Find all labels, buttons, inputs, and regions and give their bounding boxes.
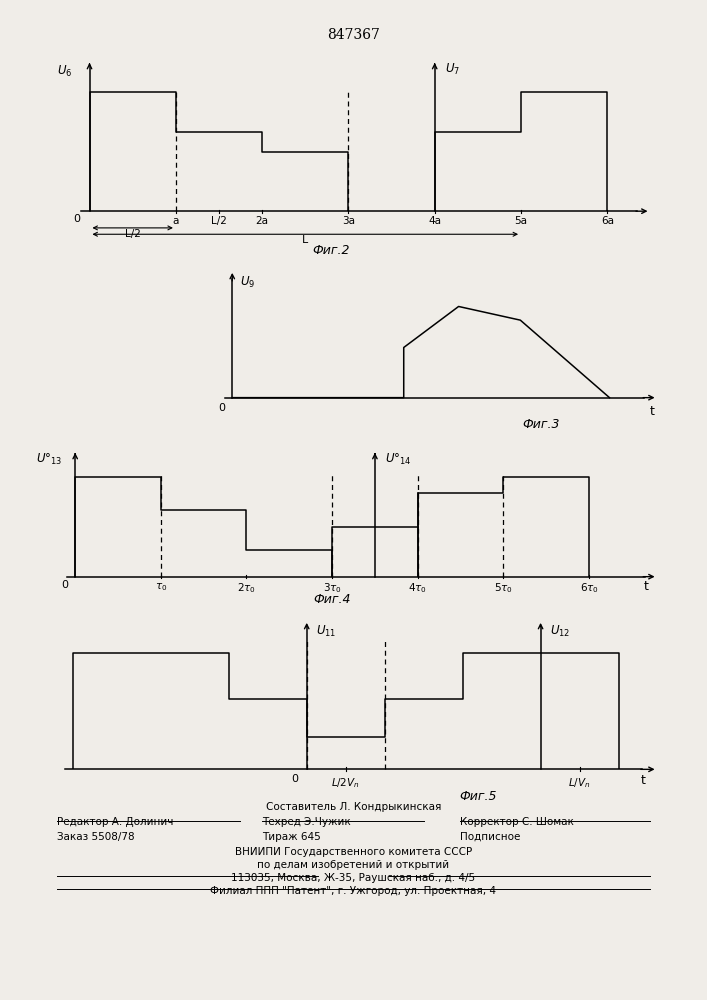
Text: Подписное: Подписное — [460, 832, 520, 842]
Text: 4a: 4a — [428, 216, 441, 226]
Text: 847367: 847367 — [327, 28, 380, 42]
Text: $U°_{14}$: $U°_{14}$ — [385, 452, 411, 467]
Text: 5a: 5a — [515, 216, 527, 226]
Text: 6a: 6a — [601, 216, 614, 226]
Text: 113035, Москва, Ж-35, Раушская наб., д. 4/5: 113035, Москва, Ж-35, Раушская наб., д. … — [231, 873, 476, 883]
Text: $2τ_{0}$: $2τ_{0}$ — [237, 581, 256, 595]
Text: $U_7$: $U_7$ — [445, 62, 460, 77]
Text: Фиг.3: Фиг.3 — [522, 418, 560, 431]
Text: $6τ_{0}$: $6τ_{0}$ — [580, 581, 599, 595]
Text: $U_9$: $U_9$ — [240, 275, 256, 290]
Text: Тираж 645: Тираж 645 — [262, 832, 320, 842]
Text: по делам изобретений и открытий: по делам изобретений и открытий — [257, 860, 450, 870]
Text: t: t — [644, 580, 649, 593]
Text: L/2: L/2 — [211, 216, 227, 226]
Text: Филиал ППП "Патент", г. Ужгород, ул. Проектная, 4: Филиал ППП "Патент", г. Ужгород, ул. Про… — [211, 886, 496, 896]
Text: $U_6$: $U_6$ — [57, 64, 72, 79]
Text: L: L — [302, 235, 308, 245]
Text: Фиг.2: Фиг.2 — [312, 244, 350, 257]
Text: 3a: 3a — [342, 216, 355, 226]
Text: 0: 0 — [73, 214, 80, 224]
Text: ВНИИПИ Государственного комитета СССР: ВНИИПИ Государственного комитета СССР — [235, 847, 472, 857]
Text: $U°_{13}$: $U°_{13}$ — [36, 452, 62, 467]
Text: Редактор А. Долинич: Редактор А. Долинич — [57, 817, 173, 827]
Text: t: t — [641, 774, 645, 787]
Text: $3τ_{0}$: $3τ_{0}$ — [322, 581, 341, 595]
Text: t: t — [649, 405, 654, 418]
Text: 0: 0 — [62, 580, 69, 590]
Text: $5τ_{0}$: $5τ_{0}$ — [494, 581, 513, 595]
Text: 0: 0 — [291, 774, 298, 784]
Text: Фиг.5: Фиг.5 — [460, 790, 497, 803]
Text: $L/V_n$: $L/V_n$ — [568, 776, 591, 790]
Text: Корректор С. Шомак: Корректор С. Шомак — [460, 817, 573, 827]
Text: Фиг.4: Фиг.4 — [313, 593, 351, 606]
Text: $U_{11}$: $U_{11}$ — [316, 624, 337, 639]
Text: $τ_{0}$: $τ_{0}$ — [155, 581, 167, 593]
Text: Заказ 5508/78: Заказ 5508/78 — [57, 832, 134, 842]
Text: $U_{12}$: $U_{12}$ — [550, 624, 571, 639]
Text: 0: 0 — [218, 403, 226, 413]
Text: $4τ_{0}$: $4τ_{0}$ — [408, 581, 427, 595]
Text: L/2: L/2 — [124, 229, 141, 239]
Text: Составитель Л. Кондрыкинская: Составитель Л. Кондрыкинская — [266, 802, 441, 812]
Text: Техред Э.Чужик: Техред Э.Чужик — [262, 817, 351, 827]
Text: $L/2V_n$: $L/2V_n$ — [332, 776, 360, 790]
Text: a: a — [173, 216, 179, 226]
Text: 2a: 2a — [256, 216, 269, 226]
